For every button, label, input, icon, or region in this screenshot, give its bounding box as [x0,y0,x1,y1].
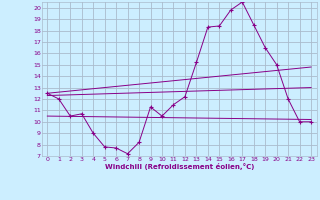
X-axis label: Windchill (Refroidissement éolien,°C): Windchill (Refroidissement éolien,°C) [105,163,254,170]
